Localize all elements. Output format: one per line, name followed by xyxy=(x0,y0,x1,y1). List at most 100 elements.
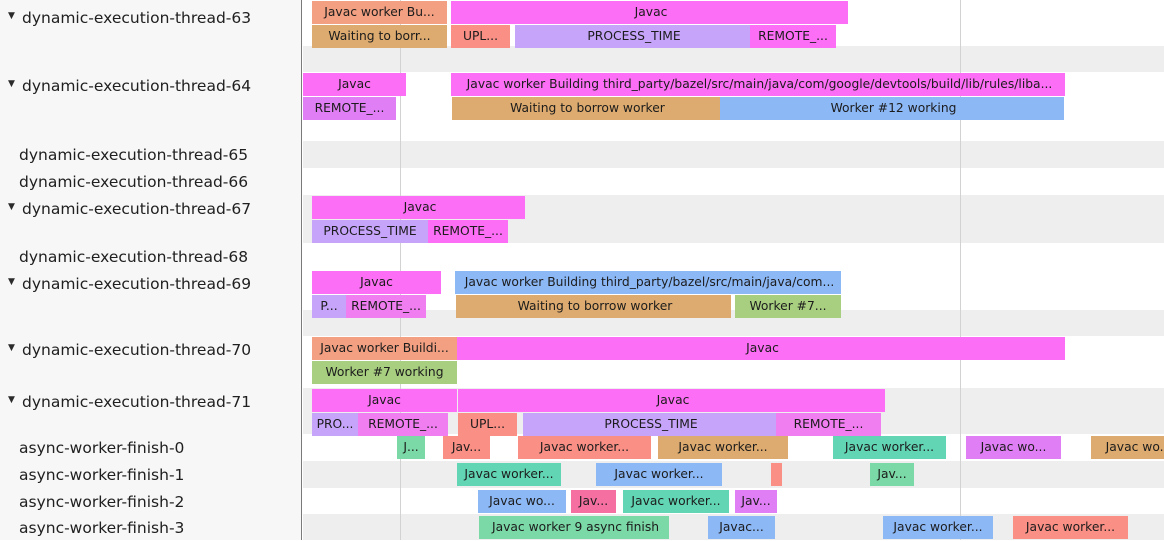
timeline-bar[interactable]: Javac xyxy=(457,337,1065,360)
timeline-bar-label: Javac... xyxy=(719,521,764,534)
timeline-bar[interactable]: REMOTE_... xyxy=(776,413,881,436)
timeline-bar[interactable]: Javac worker Bu... xyxy=(312,1,447,24)
timeline-bar[interactable]: Worker #7... xyxy=(735,295,841,318)
timeline-bar[interactable]: Jav... xyxy=(870,463,914,486)
track-label-dynamic-execution-thread-64[interactable]: ▼ dynamic-execution-thread-64 xyxy=(0,72,302,99)
timeline-bar[interactable]: Javac worker... xyxy=(457,463,561,486)
timeline-bar-label: Javac worker Bu... xyxy=(324,6,435,19)
timeline-bar[interactable]: Waiting to borr... xyxy=(312,25,447,48)
timeline-bar[interactable]: Waiting to borrow worker xyxy=(452,97,720,120)
timeline-bar[interactable]: UPL... xyxy=(458,413,517,436)
timeline-bar[interactable]: UPL... xyxy=(451,25,510,48)
chevron-down-icon[interactable]: ▼ xyxy=(8,277,15,287)
timeline-bar-label: PROCESS_TIME xyxy=(587,30,681,43)
track-label-text: async-worker-finish-0 xyxy=(19,438,185,457)
timeline-bar-label: Javac worker Building third_party/bazel/… xyxy=(464,276,835,289)
timeline-bar[interactable]: Javac wo... xyxy=(478,490,566,513)
timeline-bar[interactable]: Javac xyxy=(312,389,457,412)
timeline-bar[interactable] xyxy=(771,463,782,486)
track-label-dynamic-execution-thread-69[interactable]: ▼ dynamic-execution-thread-69 xyxy=(0,270,302,297)
timeline-bar[interactable]: Jav... xyxy=(443,436,490,459)
timeline-bar-label: Javac worker... xyxy=(678,441,768,454)
timeline-bar[interactable]: P... xyxy=(312,295,346,318)
track-label-text: dynamic-execution-thread-68 xyxy=(19,247,249,266)
timeline-bar-label: J... xyxy=(403,441,419,454)
timeline-bar[interactable]: Javac worker... xyxy=(833,436,946,459)
chevron-down-icon[interactable]: ▼ xyxy=(8,395,15,405)
row-stripe xyxy=(303,168,1164,195)
track-label-text: async-worker-finish-1 xyxy=(19,465,185,484)
timeline-track-area[interactable]: Javac worker Bu... Waiting to borr... Java… xyxy=(303,0,1164,540)
track-label-dynamic-execution-thread-70[interactable]: ▼ dynamic-execution-thread-70 xyxy=(0,336,302,363)
track-label-dynamic-execution-thread-63[interactable]: ▼ dynamic-execution-thread-63 xyxy=(0,4,302,31)
timeline-bar[interactable]: Jav... xyxy=(571,490,616,513)
timeline-bar[interactable]: Javac xyxy=(312,196,525,219)
chevron-down-icon[interactable]: ▼ xyxy=(8,343,15,353)
timeline-bar[interactable]: REMOTE_... xyxy=(428,220,508,243)
timeline-bar[interactable]: REMOTE_... xyxy=(346,295,426,318)
timeline-bar[interactable]: REMOTE_... xyxy=(303,97,396,120)
row-stripe xyxy=(303,46,1164,72)
track-label-text: dynamic-execution-thread-63 xyxy=(22,8,252,27)
timeline-bar[interactable]: Javac worker... xyxy=(658,436,788,459)
timeline-bar[interactable]: Javac worker... xyxy=(883,516,993,539)
timeline-bar[interactable]: PROCESS_TIME xyxy=(523,413,776,436)
chevron-down-icon[interactable]: ▼ xyxy=(8,202,15,212)
timeline-bar[interactable]: Javac... xyxy=(708,516,775,539)
track-label-async-worker-finish-3[interactable]: async-worker-finish-3 xyxy=(0,514,302,541)
timeline-bar[interactable]: PRO... xyxy=(312,413,358,436)
chevron-down-icon[interactable]: ▼ xyxy=(8,11,15,21)
timeline-bar-label: Javac worker Building third_party/bazel/… xyxy=(466,78,1053,91)
timeline-bar[interactable]: Javac wo... xyxy=(1091,436,1164,459)
timeline-bar[interactable]: Javac xyxy=(458,389,885,412)
timeline-bar[interactable]: Javac wo... xyxy=(966,436,1061,459)
track-label-async-worker-finish-0[interactable]: async-worker-finish-0 xyxy=(0,434,302,461)
track-label-async-worker-finish-1[interactable]: async-worker-finish-1 xyxy=(0,461,302,488)
timeline-bar-label: REMOTE_... xyxy=(314,102,385,115)
timeline-bar[interactable]: J... xyxy=(397,436,425,459)
timeline-bar[interactable]: Waiting to borrow worker xyxy=(456,295,731,318)
timeline-bar[interactable]: PROCESS_TIME xyxy=(312,220,428,243)
timeline-bar[interactable]: Javac worker... xyxy=(623,490,729,513)
track-label-text: async-worker-finish-2 xyxy=(19,492,185,511)
row-stripe xyxy=(303,243,1164,270)
track-label-dynamic-execution-thread-67[interactable]: ▼ dynamic-execution-thread-67 xyxy=(0,195,302,222)
timeline-bar[interactable]: REMOTE_... xyxy=(750,25,836,48)
timeline-bar[interactable]: Worker #12 working xyxy=(720,97,1064,120)
timeline-bar[interactable]: Javac worker... xyxy=(596,463,722,486)
chevron-down-icon[interactable]: ▼ xyxy=(8,79,15,89)
timeline-bar[interactable]: Jav... xyxy=(735,490,777,513)
timeline-bar[interactable]: Javac xyxy=(451,1,848,24)
track-label-async-worker-finish-2[interactable]: async-worker-finish-2 xyxy=(0,488,302,515)
timeline-bar-label: Javac xyxy=(338,78,371,91)
timeline-bar-label: Javac xyxy=(403,201,437,214)
timeline-bar[interactable]: Javac xyxy=(312,271,441,294)
timeline-bar[interactable]: Javac worker Buildi... xyxy=(312,337,457,360)
thread-label-column[interactable]: ▼ dynamic-execution-thread-63 ▼ dynamic-exe… xyxy=(0,0,302,540)
timeline-bar[interactable]: Javac worker... xyxy=(518,436,651,459)
timeline-bar-label: Javac worker 9 async finish xyxy=(491,521,660,534)
timeline-bar-label: Worker #7... xyxy=(749,300,827,313)
timeline-bar[interactable]: Javac worker Building third_party/bazel/… xyxy=(451,73,1065,96)
timeline-bar[interactable]: Javac worker 9 async finish xyxy=(479,516,669,539)
timeline-bar-label: Waiting to borr... xyxy=(328,30,431,43)
timeline-bar[interactable]: PROCESS_TIME xyxy=(515,25,750,48)
timeline-bar-label: Javac worker... xyxy=(893,521,983,534)
timeline-bar-label: UPL... xyxy=(463,30,498,43)
track-label-dynamic-execution-thread-66[interactable]: dynamic-execution-thread-66 xyxy=(0,168,302,195)
track-label-dynamic-execution-thread-68[interactable]: dynamic-execution-thread-68 xyxy=(0,243,302,270)
row-stripe xyxy=(303,310,1164,336)
timeline-bar[interactable]: Javac worker Building third_party/bazel/… xyxy=(455,271,841,294)
timeline-bar[interactable]: REMOTE_... xyxy=(358,413,448,436)
timeline-bar[interactable]: Worker #7 working xyxy=(312,361,457,384)
track-label-text: dynamic-execution-thread-67 xyxy=(22,199,252,218)
timeline-bar-label: Javac wo... xyxy=(489,495,555,508)
track-label-dynamic-execution-thread-65[interactable]: dynamic-execution-thread-65 xyxy=(0,141,302,168)
timeline-bar[interactable]: Javac worker... xyxy=(1013,516,1128,539)
track-label-dynamic-execution-thread-71[interactable]: ▼ dynamic-execution-thread-71 xyxy=(0,388,302,415)
timeline-bar-label: Waiting to borrow worker xyxy=(517,300,673,313)
timeline-bar-label: Worker #7 working xyxy=(325,366,444,379)
timeline-bar[interactable]: Javac xyxy=(303,73,406,96)
track-label-text: dynamic-execution-thread-69 xyxy=(22,274,252,293)
